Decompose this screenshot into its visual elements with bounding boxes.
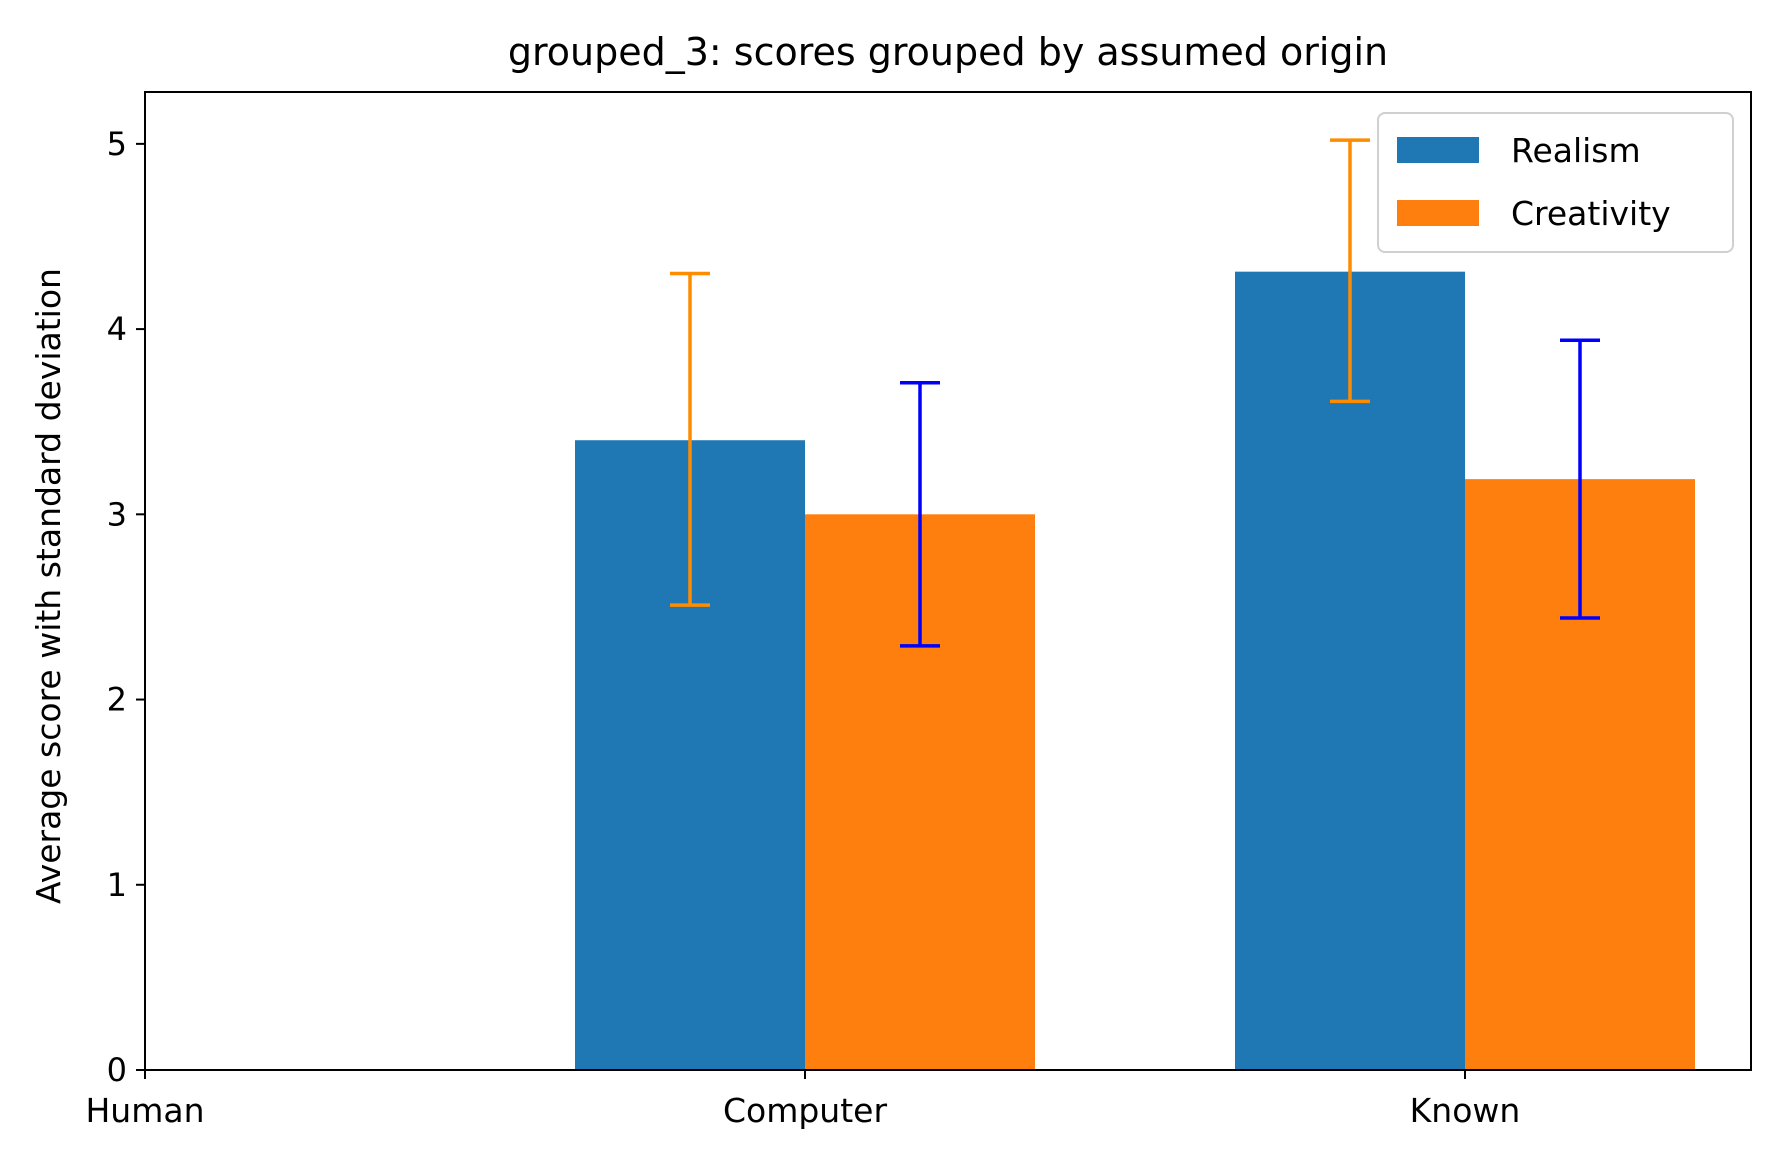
y-tick-label-5: 5 (107, 125, 127, 163)
x-tick-label-human: Human (85, 1091, 204, 1130)
legend-swatch-realism (1397, 137, 1479, 163)
x-tick-label-computer: Computer (723, 1091, 887, 1130)
plot-layer: 0 1 2 3 4 5 Human Computer Known (85, 125, 1695, 1130)
y-tick-label-3: 3 (107, 495, 127, 533)
y-axis-label: Average score with standard deviation (29, 268, 68, 904)
bar-realism-known (1235, 271, 1465, 1071)
legend-swatch-creativity (1397, 200, 1479, 226)
y-tick-label-4: 4 (107, 310, 127, 348)
plot-frame (144, 91, 1752, 1071)
x-tick-label-known: Known (1410, 1091, 1521, 1130)
y-tick-label-1: 1 (107, 866, 127, 904)
chart-title: grouped_3: scores grouped by assumed ori… (508, 30, 1388, 74)
legend-label-creativity: Creativity (1511, 194, 1671, 233)
legend-label-realism: Realism (1511, 131, 1641, 170)
legend: Realism Creativity (1377, 112, 1734, 253)
y-tick-label-2: 2 (107, 681, 127, 719)
y-tick-label-0: 0 (107, 1051, 127, 1089)
